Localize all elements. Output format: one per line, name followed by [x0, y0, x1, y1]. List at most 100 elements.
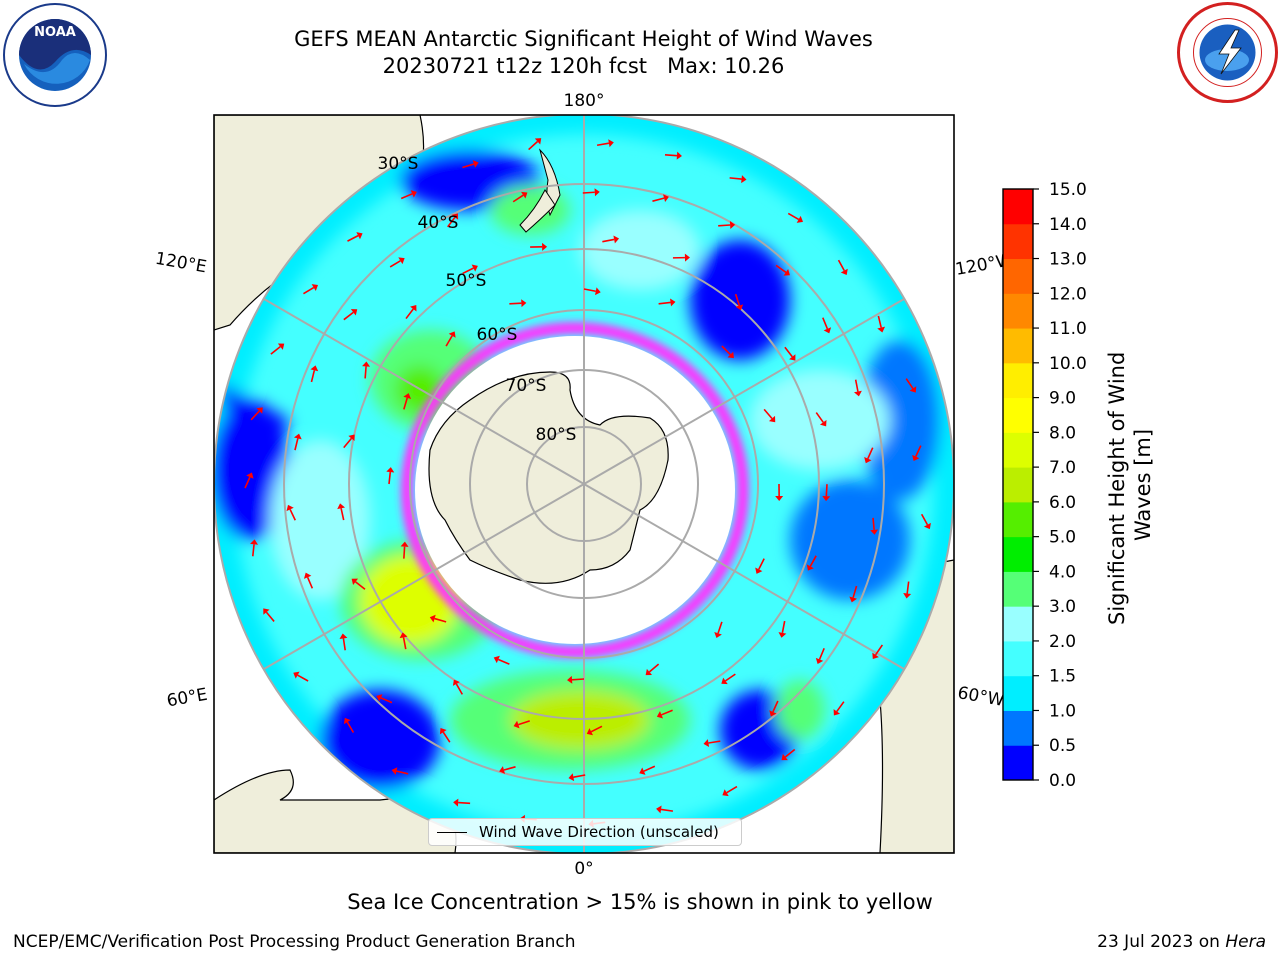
wave-arrow-head [755, 567, 763, 574]
wave-arrow-head [768, 415, 776, 423]
wave-arrow-head [775, 495, 784, 501]
colorbar-tick-label: 6.0 [1049, 493, 1076, 513]
wave-arrow-shaft [775, 264, 787, 273]
legend-line-icon [437, 832, 467, 833]
wave-arrow-head [263, 608, 270, 615]
colorbar-swatch [1003, 640, 1033, 677]
wave-arrow-shaft [346, 721, 355, 733]
nws-logo-icon [1177, 2, 1278, 103]
colorbar-swatch [1003, 606, 1033, 642]
wave-arrow-shaft [724, 673, 736, 682]
wave-arrow-shaft [854, 379, 859, 392]
wave-arrow-shaft [573, 774, 586, 778]
colorbar-tick-label: 1.0 [1049, 701, 1076, 721]
wave-arrow-head [849, 596, 857, 603]
wave-arrow-shaft [405, 308, 414, 320]
colorbar-swatch [1003, 362, 1033, 399]
wave-arrow-shaft [872, 517, 875, 530]
wave-arrow-shaft [340, 508, 345, 521]
wave-arrow-shaft [602, 238, 615, 243]
wave-arrow-shaft [583, 288, 596, 293]
wave-arrow-head [310, 365, 319, 372]
wave-arrow-head [822, 495, 831, 502]
wave-arrow-head [452, 679, 460, 686]
map-frame [213, 114, 955, 854]
wave-arrow-head [703, 739, 710, 747]
wave-arrow-shaft [664, 154, 678, 157]
wave-arrow-head [663, 194, 669, 203]
wave-arrow-shaft [434, 617, 447, 623]
wave-arrow-head [613, 235, 620, 244]
wave-arrow-shaft [388, 471, 392, 485]
wave-arrow-shaft [270, 346, 281, 355]
wave-arrow-head [727, 351, 734, 359]
wave-arrow-head [493, 655, 500, 664]
wave-arrow-head [778, 632, 787, 638]
colorbar-swatch [1003, 432, 1033, 468]
wave-arrow-head [656, 711, 664, 719]
wave-arrow-head [376, 694, 383, 702]
wave-arrow-head [521, 191, 528, 199]
wave-arrow-head [815, 657, 824, 664]
wave-arrow-shaft [455, 683, 464, 695]
wave-arrow-head [286, 504, 294, 512]
wave-arrow-head [303, 572, 312, 579]
graticule [214, 115, 954, 853]
wave-arrow-head [400, 541, 409, 547]
land-antarctica [428, 371, 669, 584]
wave-arrow-head [722, 789, 729, 797]
wave-arrow-shaft [905, 378, 914, 389]
colorbar-swatch [1003, 328, 1033, 364]
wave-arrow-shaft [445, 335, 453, 347]
wave-arrow-shaft [906, 581, 910, 594]
footer-credit: NCEP/EMC/Verification Post Processing Pr… [13, 932, 576, 952]
lat-label-50s: 50°S [446, 271, 487, 291]
wave-arrow-head [250, 539, 259, 545]
wave-arrow-head [399, 632, 408, 639]
noaa-logo-text: NOAA [34, 25, 76, 40]
wave-arrow-head [350, 309, 358, 316]
wave-arrow-head [608, 139, 614, 148]
wave-arrow-head [796, 215, 804, 223]
wave-arrow-head [903, 592, 912, 599]
wave-arrow-shaft [787, 212, 800, 221]
colorbar-frame [1002, 188, 1034, 781]
wave-arrow-head [806, 564, 814, 571]
wave-arrow-shaft [250, 410, 260, 421]
wind-wave-arrows [244, 138, 931, 828]
wave-arrow-shaft [818, 648, 825, 660]
wave-arrow-head [729, 221, 736, 230]
lat-label-70s: 70°S [506, 376, 547, 396]
wave-arrow-shaft [297, 674, 309, 682]
colorbar-tick-label: 14.0 [1049, 215, 1087, 235]
wave-arrow-shaft [396, 770, 409, 775]
wave-arrow-shaft [462, 267, 474, 275]
colorbar-swatch [1003, 397, 1033, 433]
wave-arrow-shaft [660, 808, 674, 812]
wave-arrow-head [356, 232, 363, 240]
wave-arrow-shaft [643, 765, 656, 772]
plot-title: GEFS MEAN Antarctic Significant Height o… [294, 27, 873, 51]
wave-arrow-head [410, 190, 417, 198]
wave-arrow-head [513, 720, 520, 729]
wave-arrow-shaft [306, 576, 314, 589]
wave-arrow-head [789, 354, 796, 361]
wave-arrow-shaft [852, 585, 858, 598]
wave-arrow-shaft [734, 293, 741, 306]
wave-arrow-head [567, 675, 573, 684]
wave-arrow-head [386, 467, 395, 473]
wave-arrow-head [439, 728, 447, 735]
land-new-zealand [539, 148, 561, 217]
wave-arrow-head [735, 304, 744, 311]
plot-subtitle: 20230721 t12z 120h fcst Max: 10.26 [382, 54, 785, 78]
colorbar-swatch [1003, 710, 1033, 746]
wave-arrow-head [656, 805, 662, 814]
lon-label-top: 180° [564, 91, 605, 111]
wave-arrow-head [769, 710, 777, 717]
colorbar-tick-label: 8.0 [1049, 423, 1076, 443]
wave-arrow-shaft [652, 197, 665, 202]
wave-arrow-head [594, 188, 600, 197]
colorbar-swatch [1003, 571, 1033, 607]
wave-arrow-shaft [498, 658, 510, 665]
wave-arrow-head [339, 633, 348, 640]
